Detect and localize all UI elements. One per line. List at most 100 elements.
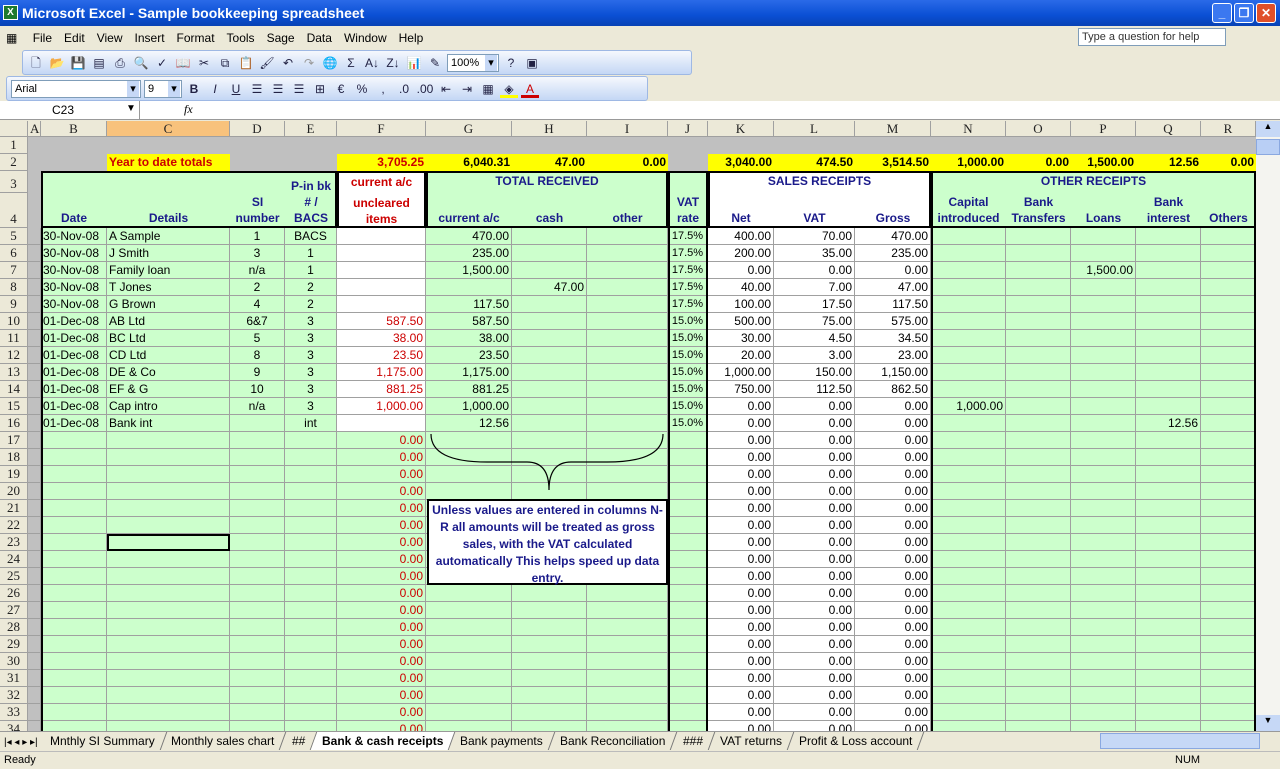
spelling-icon[interactable]: ✓ bbox=[156, 55, 168, 70]
cell[interactable] bbox=[931, 653, 1006, 670]
cell[interactable] bbox=[1071, 704, 1136, 721]
row-header-6[interactable]: 6 bbox=[0, 245, 28, 262]
cell[interactable] bbox=[1071, 228, 1136, 245]
cell[interactable] bbox=[1201, 432, 1256, 449]
cell[interactable] bbox=[1136, 653, 1201, 670]
cell[interactable] bbox=[587, 721, 668, 731]
cell[interactable] bbox=[1136, 347, 1201, 364]
cell[interactable] bbox=[1006, 398, 1071, 415]
cell[interactable] bbox=[230, 687, 285, 704]
cell[interactable] bbox=[1071, 534, 1136, 551]
scroll-up-icon[interactable]: ▲ bbox=[1256, 121, 1280, 137]
cell[interactable] bbox=[28, 517, 41, 534]
cell[interactable] bbox=[931, 296, 1006, 313]
cell[interactable] bbox=[28, 432, 41, 449]
cell[interactable] bbox=[668, 449, 708, 466]
cell[interactable] bbox=[1201, 704, 1256, 721]
row-header-4[interactable]: 4 bbox=[0, 193, 28, 228]
cell[interactable] bbox=[1201, 347, 1256, 364]
cell[interactable] bbox=[931, 449, 1006, 466]
row-header-8[interactable]: 8 bbox=[0, 279, 28, 296]
cell[interactable] bbox=[1201, 534, 1256, 551]
cell[interactable] bbox=[1071, 568, 1136, 585]
col-header-a[interactable]: A bbox=[28, 121, 41, 137]
cell[interactable] bbox=[1006, 449, 1071, 466]
cell[interactable] bbox=[285, 432, 337, 449]
cell[interactable] bbox=[1201, 687, 1256, 704]
cell[interactable] bbox=[1201, 449, 1256, 466]
cell[interactable] bbox=[1006, 313, 1071, 330]
cell[interactable] bbox=[1071, 330, 1136, 347]
sheet-tab[interactable]: Monthly sales chart bbox=[160, 732, 287, 750]
align-left-icon[interactable]: ☰ bbox=[251, 81, 263, 96]
cell[interactable] bbox=[285, 653, 337, 670]
cell[interactable] bbox=[285, 670, 337, 687]
cell[interactable] bbox=[426, 279, 512, 296]
cell[interactable] bbox=[41, 154, 107, 171]
cell[interactable] bbox=[107, 619, 230, 636]
cell[interactable] bbox=[668, 704, 708, 721]
cell[interactable] bbox=[1006, 245, 1071, 262]
cell[interactable] bbox=[107, 687, 230, 704]
col-header-h[interactable]: H bbox=[512, 121, 587, 137]
row-header-3[interactable]: 3 bbox=[0, 171, 28, 193]
cell[interactable] bbox=[587, 602, 668, 619]
cell[interactable] bbox=[41, 704, 107, 721]
sheet-tab[interactable]: Mnthly SI Summary bbox=[38, 732, 167, 750]
col-header-b[interactable]: B bbox=[41, 121, 107, 137]
cell[interactable] bbox=[512, 653, 587, 670]
row-header-29[interactable]: 29 bbox=[0, 636, 28, 653]
sort-ascending-icon[interactable]: A↓ bbox=[364, 55, 379, 70]
cell[interactable] bbox=[708, 137, 774, 154]
cell[interactable] bbox=[1006, 466, 1071, 483]
cell[interactable] bbox=[512, 364, 587, 381]
cell[interactable] bbox=[230, 585, 285, 602]
cell[interactable] bbox=[1136, 568, 1201, 585]
cell[interactable] bbox=[1006, 296, 1071, 313]
cell[interactable] bbox=[668, 585, 708, 602]
cell[interactable] bbox=[285, 704, 337, 721]
cell[interactable] bbox=[1006, 415, 1071, 432]
decrease-decimal-icon[interactable]: .00 bbox=[416, 81, 434, 96]
cell[interactable] bbox=[28, 602, 41, 619]
col-header-m[interactable]: M bbox=[855, 121, 931, 137]
cell[interactable] bbox=[931, 602, 1006, 619]
cell[interactable] bbox=[512, 687, 587, 704]
cell[interactable] bbox=[1201, 619, 1256, 636]
cell[interactable] bbox=[1201, 398, 1256, 415]
row-header-10[interactable]: 10 bbox=[0, 313, 28, 330]
cell[interactable] bbox=[28, 551, 41, 568]
cell[interactable] bbox=[1201, 721, 1256, 731]
cell[interactable] bbox=[931, 466, 1006, 483]
cell[interactable] bbox=[1071, 517, 1136, 534]
cell[interactable] bbox=[1136, 279, 1201, 296]
cell[interactable] bbox=[1071, 347, 1136, 364]
cell[interactable] bbox=[931, 347, 1006, 364]
cell[interactable] bbox=[931, 721, 1006, 731]
cell[interactable] bbox=[28, 619, 41, 636]
cell[interactable] bbox=[1136, 670, 1201, 687]
cell[interactable] bbox=[1136, 534, 1201, 551]
cell[interactable] bbox=[1006, 551, 1071, 568]
cell[interactable] bbox=[931, 500, 1006, 517]
cell[interactable] bbox=[1201, 517, 1256, 534]
cell[interactable] bbox=[931, 364, 1006, 381]
row-header-2[interactable]: 2 bbox=[0, 154, 28, 171]
cell[interactable] bbox=[587, 245, 668, 262]
col-header-d[interactable]: D bbox=[230, 121, 285, 137]
cell[interactable] bbox=[337, 279, 426, 296]
cell[interactable] bbox=[28, 347, 41, 364]
cell[interactable] bbox=[426, 137, 512, 154]
cell[interactable] bbox=[587, 381, 668, 398]
cell[interactable] bbox=[1006, 534, 1071, 551]
maximize-button[interactable]: ❐ bbox=[1234, 3, 1254, 23]
col-header-q[interactable]: Q bbox=[1136, 121, 1201, 137]
cell[interactable] bbox=[41, 636, 107, 653]
cell[interactable] bbox=[931, 137, 1006, 154]
row-header-32[interactable]: 32 bbox=[0, 687, 28, 704]
cell[interactable] bbox=[1201, 415, 1256, 432]
cell[interactable] bbox=[1201, 296, 1256, 313]
sage-icon[interactable]: ▣ bbox=[526, 55, 538, 70]
cell[interactable] bbox=[41, 653, 107, 670]
cell[interactable] bbox=[28, 483, 41, 500]
